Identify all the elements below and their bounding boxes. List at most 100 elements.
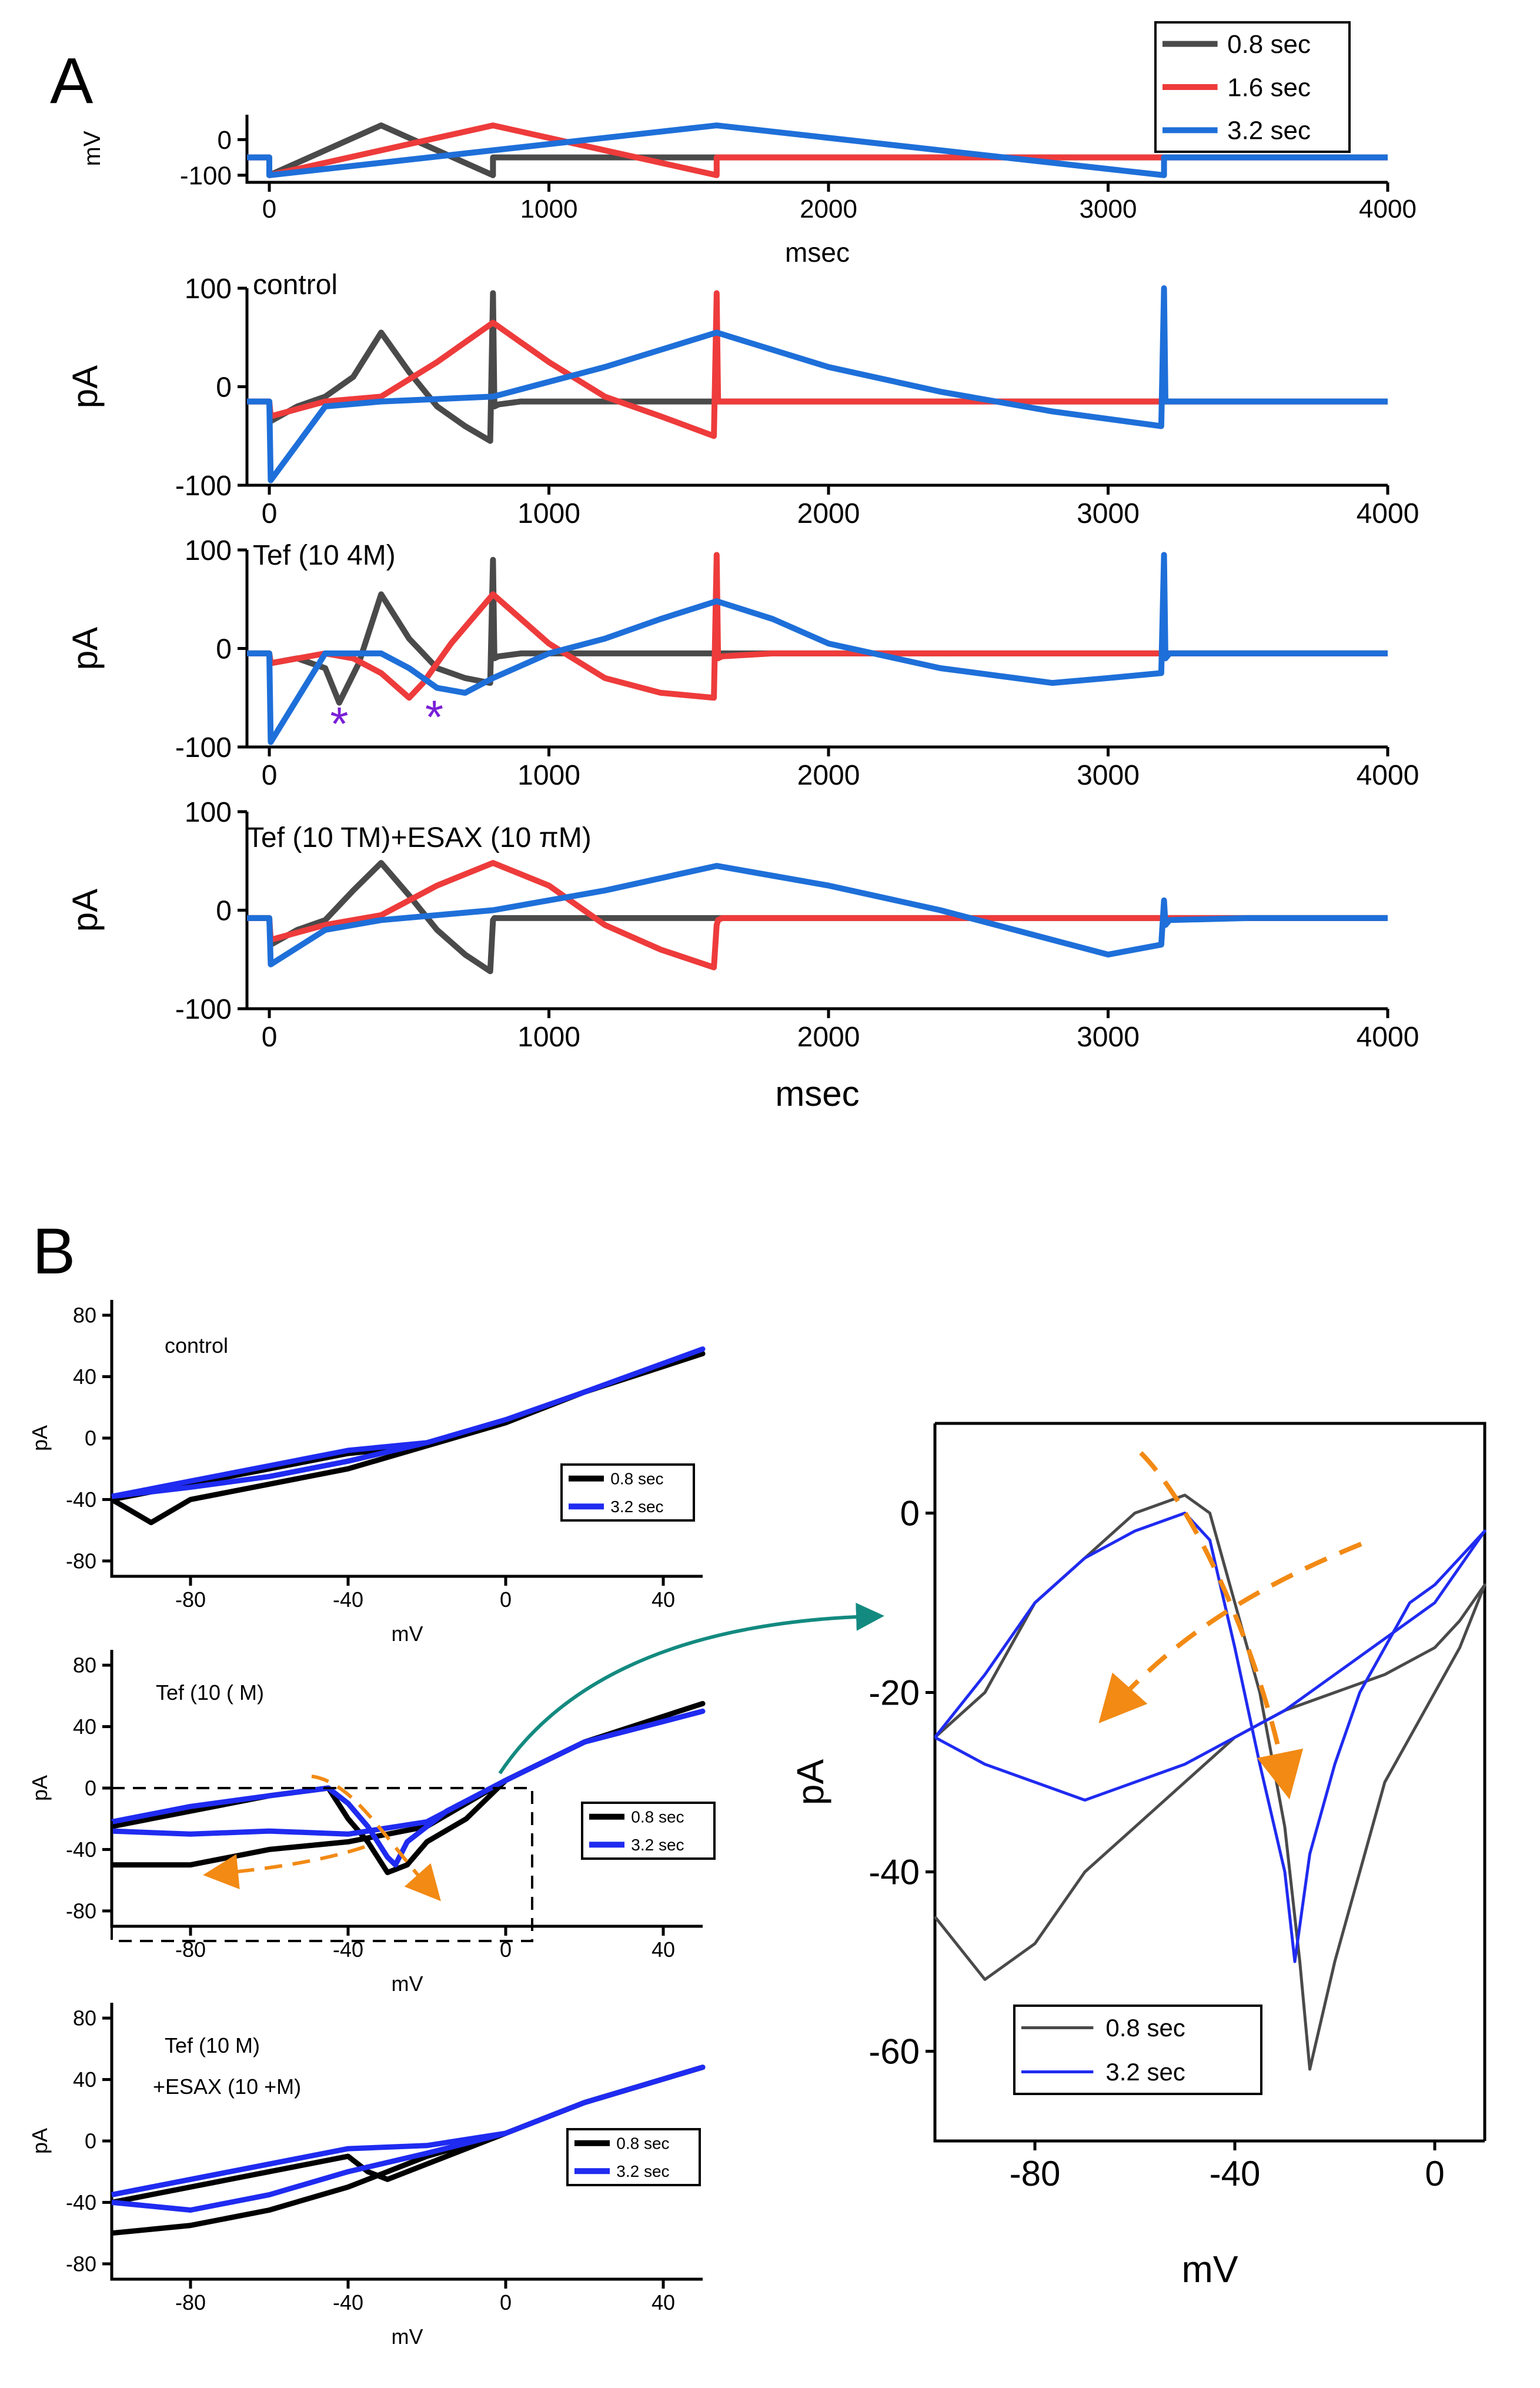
series-line-1.6-sec [247,860,1388,970]
y-tick-label: 0 [216,372,232,403]
x-tick-label: 4000 [1357,1022,1419,1053]
x-tick-label: 4000 [1357,498,1419,529]
chart-B-tef-esax: -80 -40 0 40 80 40 0 -40 -80 pA mV Tef (10 M) +ESAX … [28,2003,706,2349]
legend-entry: 0.8 sec [631,1808,684,1826]
x-tick-label: 2000 [797,498,860,529]
y-axis-label: pA [65,889,105,932]
x-tick-label: 0 [262,195,276,224]
panel-a-label: A [50,45,93,117]
y-tick-label: 100 [185,797,232,828]
y-tick-label: -80 [66,1899,96,1923]
y-tick-label: -100 [175,994,232,1025]
axis-frame-top-right [935,1422,1486,2141]
x-tick-label: 0 [500,1937,512,1962]
x-tick-label: 1000 [520,195,578,224]
y-tick-label: 80 [73,1303,96,1328]
y-tick-label: 100 [185,535,232,566]
y-tick-label: -40 [868,1853,920,1892]
series-line-0.8-sec [247,556,1388,706]
x-tick-label: 3000 [1077,760,1140,791]
y-axis-label: pA [28,1425,52,1451]
y-tick-label: 80 [73,2006,96,2030]
legend: 0.8 sec 3.2 sec [566,2128,701,2186]
legend-box [1013,2005,1262,2095]
series-line-0.8-sec [247,290,1388,444]
y-tick-label: -80 [66,2252,96,2276]
chart-B-zoom: -80 -40 0 0 -20 -40 -60 pA mV 0.8 sec 3.2 sec [789,1422,1486,2290]
panel-annotation: Tef (10 ( M) [156,1680,264,1705]
chart-B-control: -80 -40 0 40 80 40 0 -40 -80 pA mV control 0.8 sec 3.… [28,1300,706,1646]
zoom-region-box [111,1787,533,1942]
x-tick-label: -40 [333,2290,363,2314]
y-tick-label: -20 [868,1673,920,1713]
y-tick-label: 40 [73,1715,96,1739]
y-tick-label: -40 [66,2190,96,2214]
legend: 0.8 sec 3.2 sec [1013,2005,1262,2095]
series-line-1.6-sec [247,290,1388,439]
y-tick-label: 0 [900,1494,920,1533]
series-line-3.2-sec [247,552,1388,745]
x-tick-label: 2000 [797,1022,860,1053]
orange-arrow-small-right [311,1775,441,1902]
y-tick-label: 80 [73,1653,96,1677]
y-axis-label: pA [65,365,105,408]
y-tick-label: -100 [180,161,232,190]
panel-annotation: control [253,269,338,301]
y-axis-label: pA [28,1775,52,1801]
x-tick-label: 1000 [517,498,580,529]
legend-box [581,1802,716,1860]
y-tick-label: -60 [868,2032,920,2072]
orange-arrow-zoom-down [1139,1451,1304,1800]
x-axis-label: msec [785,237,850,268]
x-tick-label: 40 [652,1937,675,1962]
y-axis-label: pA [28,2128,52,2154]
x-axis-label: mV [392,1972,423,1996]
y-axis-label: mV [79,131,105,166]
x-tick-label: -80 [1010,2154,1061,2193]
x-tick-label: 3000 [1077,1022,1140,1053]
series-line-3.2-sec [111,2065,706,2213]
y-tick-label: -40 [66,1837,96,1862]
y-tick-label: 100 [185,274,232,305]
x-tick-label: 0 [262,498,278,529]
x-axis-label: msec [775,1074,859,1113]
legend-entry: 3.2 sec [631,1836,684,1854]
x-tick-label: 2000 [797,760,860,791]
x-tick-label: 4000 [1357,760,1419,791]
axis-frame [245,115,1388,184]
y-tick-label: 0 [85,1776,96,1800]
series-line-3.2-sec [934,1512,1486,1963]
legend-entry: 0.8 sec [616,2134,669,2153]
series-line-3.2-sec [247,863,1388,968]
y-tick-label: 0 [216,633,232,665]
series-line-0.8-sec [934,1493,1486,2071]
legend: 0.8 sec 3.2 sec [560,1463,695,1522]
y-tick-label: 0 [85,2129,96,2153]
legend-box [560,1463,695,1522]
x-tick-label: 3000 [1080,195,1137,224]
series-line-3.2-sec [111,1346,706,1499]
legend-entry: 0.8 sec [1227,30,1311,59]
panel-annotation: Tef (10 TM)+ESAX (10 πM) [247,822,592,853]
panel-annotation: +ESAX (10 +M) [153,2075,301,2099]
y-tick-label: -80 [66,1549,96,1573]
x-tick-label: 0 [500,1587,512,1612]
asterisk-marker: * [330,698,348,750]
legend-entry: 3.2 sec [1227,116,1311,145]
series-line-3.2-sec [247,285,1388,483]
legend-box [566,2128,701,2186]
x-tick-label: 0 [1425,2154,1444,2193]
y-tick-label: 0 [85,1426,96,1450]
x-tick-label: 1000 [517,760,580,791]
x-tick-label: -80 [175,1587,206,1612]
axis-frame [933,1423,1485,2143]
x-tick-label: -40 [333,1587,363,1612]
x-axis-label: mV [1182,2248,1238,2290]
asterisk-marker: * [425,691,443,743]
panel-annotation: control [165,1333,228,1358]
legend-entry: 1.6 sec [1227,73,1311,102]
